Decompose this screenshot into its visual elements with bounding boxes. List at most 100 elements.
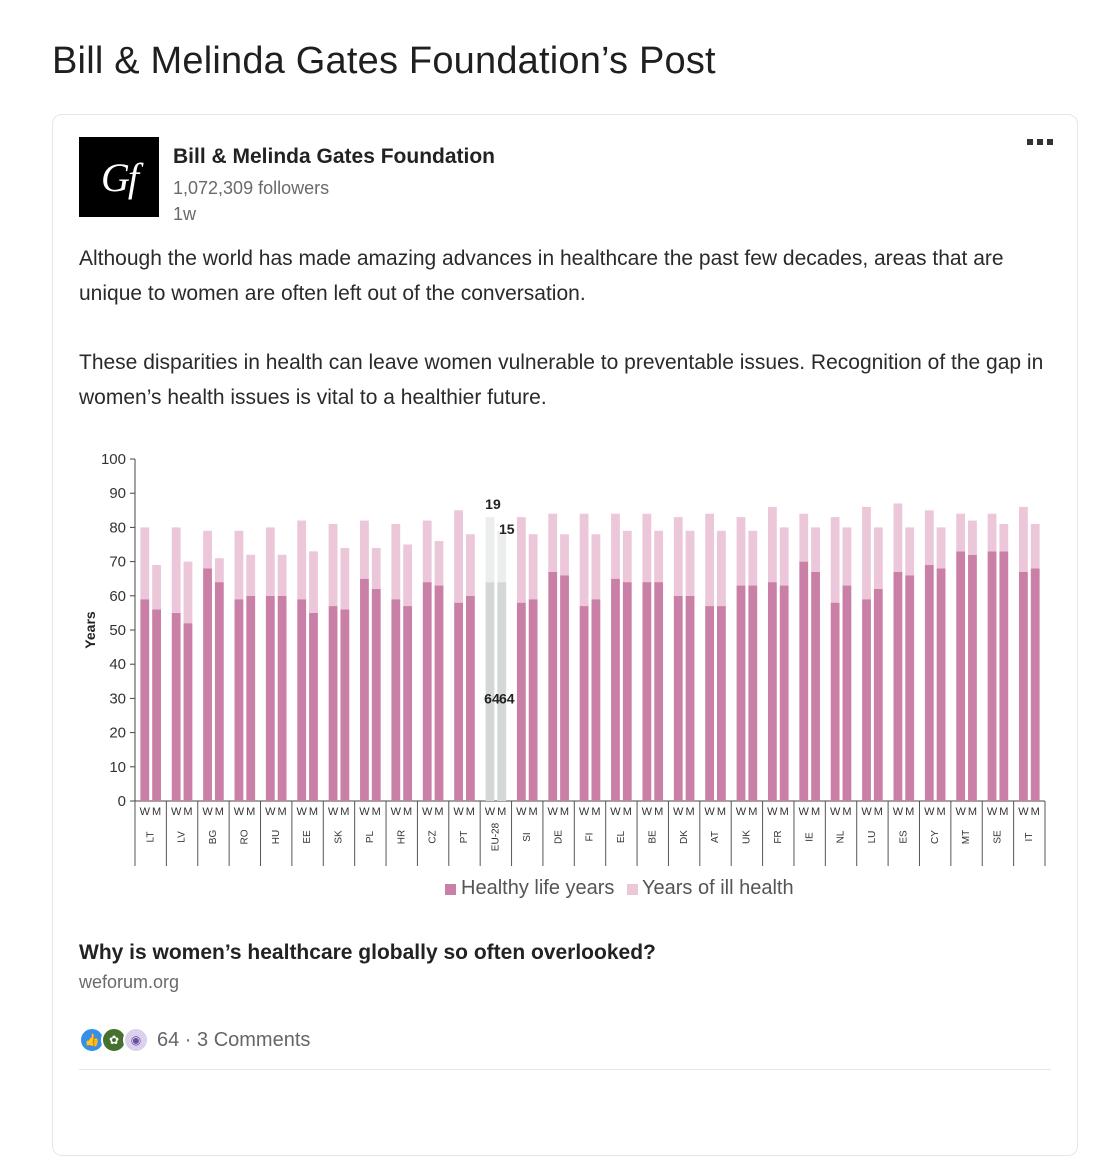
more-options-button[interactable]: [1027, 139, 1053, 145]
bar-ill-women: [642, 513, 652, 583]
country-label: LU: [867, 831, 878, 844]
bar-healthy-women: [799, 561, 809, 801]
bar-sub-label: M: [717, 806, 726, 818]
author-name[interactable]: Bill & Melinda Gates Foundation: [173, 145, 496, 168]
author-logo[interactable]: Gf: [79, 137, 159, 217]
bar-ill-men: [309, 551, 318, 613]
country-label: NL: [836, 830, 847, 843]
bar-sub-label: M: [999, 806, 1008, 818]
y-tick-label: 90: [109, 485, 126, 502]
bar-sub-label: W: [830, 806, 841, 818]
bar-ill-men: [936, 527, 946, 569]
bar-sub-label: M: [780, 806, 789, 818]
bar-healthy-women: [234, 599, 244, 801]
data-label-ill-men: 15: [499, 521, 515, 537]
country-label: LT: [145, 832, 156, 843]
bar-healthy-men: [152, 609, 161, 801]
bar-ill-women: [767, 506, 777, 583]
bar-sub-label: W: [234, 806, 245, 818]
bar-sub-label: M: [591, 806, 600, 818]
post-card: Gf Bill & Melinda Gates Foundation 1,072…: [52, 114, 1078, 1156]
country-label: CZ: [428, 830, 439, 843]
bar-ill-women: [736, 517, 746, 586]
data-label-healthy-men: 64: [499, 690, 515, 706]
y-tick-label: 20: [109, 725, 126, 742]
y-tick-label: 30: [109, 690, 126, 707]
bar-healthy-women: [893, 571, 903, 801]
bar-healthy-women: [642, 582, 652, 801]
bar-healthy-women: [548, 571, 558, 801]
bar-ill-men: [811, 527, 820, 572]
page-title: Bill & Melinda Gates Foundation’s Post: [52, 40, 716, 82]
bar-sub-label: M: [623, 806, 632, 818]
bar-ill-men: [873, 527, 883, 589]
bar-ill-men: [591, 534, 601, 600]
bar-sub-label: M: [466, 806, 475, 818]
bar-sub-label: W: [296, 806, 307, 818]
bar-healthy-men: [811, 571, 820, 801]
bar-healthy-men: [842, 585, 852, 801]
bar-sub-label: M: [560, 806, 569, 818]
bar-sub-label: W: [548, 806, 559, 818]
bar-healthy-women: [454, 602, 463, 801]
post-time: 1w: [173, 204, 197, 224]
bar-healthy-men: [340, 609, 350, 801]
bar-ill-women: [485, 517, 495, 583]
country-label: EU-28: [491, 822, 502, 851]
bar-healthy-women: [987, 551, 997, 801]
bar-ill-men: [434, 541, 444, 586]
bar-healthy-women: [862, 599, 871, 801]
reactions-bar[interactable]: 👍 ✿ ◉ 64 · 3 Comments: [79, 1027, 310, 1053]
bar-sub-label: M: [936, 806, 945, 818]
bar-healthy-men: [654, 582, 664, 801]
bar-ill-men: [277, 554, 287, 596]
bar-ill-women: [328, 523, 338, 607]
bar-sub-label: M: [654, 806, 663, 818]
bar-sub-label: W: [673, 806, 684, 818]
bar-healthy-men: [497, 582, 507, 801]
country-label: EE: [302, 830, 313, 844]
bar-healthy-women: [516, 602, 526, 801]
bar-ill-men: [214, 558, 224, 583]
country-label: EL: [616, 830, 627, 843]
bar-healthy-women: [579, 606, 589, 801]
bar-ill-women: [579, 513, 589, 607]
reaction-summary[interactable]: 64 · 3 Comments: [157, 1028, 311, 1051]
bar-healthy-women: [924, 565, 934, 801]
bar-healthy-men: [717, 606, 726, 801]
country-label: MT: [961, 830, 972, 844]
bar-ill-women: [893, 503, 903, 572]
bar-sub-label: M: [183, 806, 192, 818]
bar-ill-women: [297, 520, 307, 600]
bar-ill-men: [748, 530, 758, 586]
country-label: SI: [522, 832, 533, 841]
bar-sub-label: W: [265, 806, 276, 818]
link-title[interactable]: Why is women’s healthcare globally so of…: [79, 941, 656, 964]
bar-healthy-women: [265, 595, 275, 801]
chart-image[interactable]: 0 10 20 30 40 50 60 70 80 90 100 Years W M LT W M LV W M BG W…: [73, 445, 1063, 915]
bar-sub-label: M: [215, 806, 224, 818]
bar-ill-women: [422, 520, 432, 583]
follower-count: 1,072,309 followers: [173, 178, 330, 198]
bar-healthy-men: [371, 588, 381, 801]
data-label-healthy-women: 64: [484, 690, 500, 706]
bar-ill-men: [842, 527, 852, 586]
bar-healthy-men: [434, 585, 444, 801]
bar-sub-label: M: [1031, 806, 1040, 818]
bar-sub-label: M: [403, 806, 412, 818]
country-label: SE: [993, 830, 1004, 844]
bar-ill-men: [183, 561, 193, 624]
bar-sub-label: W: [202, 806, 213, 818]
post-paragraph: These disparities in health can leave wo…: [79, 351, 1044, 409]
legend-label-healthy: Healthy life years: [461, 877, 614, 899]
bar-sub-label: M: [152, 806, 161, 818]
bar-ill-women: [1019, 506, 1028, 572]
country-label: BG: [208, 830, 219, 845]
bar-ill-women: [799, 513, 809, 562]
bar-healthy-men: [905, 575, 915, 801]
bar-ill-men: [340, 547, 350, 610]
bar-healthy-women: [360, 578, 369, 801]
bar-healthy-women: [140, 599, 150, 801]
bar-ill-men: [497, 530, 507, 583]
